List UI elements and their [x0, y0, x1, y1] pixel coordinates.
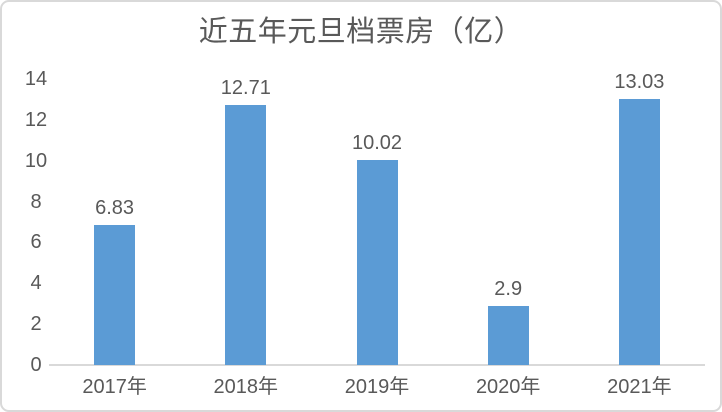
chart-title: 近五年元旦档票房（亿）	[198, 16, 524, 48]
y-tick-label: 6	[30, 231, 42, 254]
bar-value-label: 12.71	[220, 77, 271, 100]
x-axis-category-label: 2018年	[213, 376, 279, 398]
bar-2020年	[487, 305, 529, 365]
bar-value-label: 10.02	[351, 132, 403, 155]
bar-value-label: 2.9	[494, 277, 523, 300]
bar-value-label: 13.03	[614, 70, 665, 93]
y-tick-label: 8	[30, 190, 42, 213]
y-tick-label: 10	[24, 149, 48, 172]
x-axis-category-label: 2021年	[607, 376, 672, 398]
x-axis-category-label: 2019年	[344, 376, 410, 398]
bar-value-label: 6.83	[95, 197, 135, 220]
bar-2017年	[94, 225, 136, 365]
y-tick-label: 2	[30, 313, 42, 336]
x-axis-line	[49, 364, 705, 366]
bar-2018年	[225, 105, 267, 365]
bar-2019年	[356, 160, 398, 365]
y-tick-label: 0	[30, 354, 42, 376]
bar-2021年	[618, 98, 660, 365]
y-tick-label: 14	[24, 68, 48, 90]
x-axis-category-label: 2017年	[82, 376, 147, 398]
y-tick-label: 12	[24, 108, 48, 131]
y-tick-label: 4	[30, 272, 42, 295]
x-axis-category-label: 2020年	[475, 376, 541, 398]
